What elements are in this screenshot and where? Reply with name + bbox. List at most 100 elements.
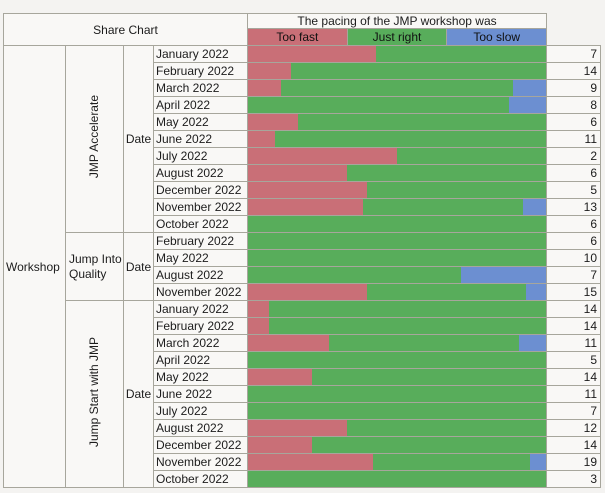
stacked-bar[interactable] (247, 402, 548, 420)
bar-segment-too-slow[interactable] (512, 80, 546, 96)
stacked-bar[interactable] (247, 436, 548, 454)
table-row: Jump Start with JMP Date January 2022 14 (4, 300, 602, 488)
bar-segment-too-slow[interactable] (526, 284, 546, 300)
bar-segment-just-right[interactable] (248, 250, 546, 266)
month-label: November 2022 (152, 198, 249, 216)
bar-segment-just-right[interactable] (275, 131, 546, 147)
bar-segment-too-slow[interactable] (518, 335, 546, 351)
stacked-bar[interactable] (247, 283, 548, 301)
bar-segment-too-fast[interactable] (248, 46, 376, 62)
stacked-bar[interactable] (247, 266, 548, 284)
bar-segment-too-fast[interactable] (248, 335, 330, 351)
stacked-bar[interactable] (247, 96, 548, 114)
stacked-bar[interactable] (247, 164, 548, 182)
workshop-name-label: Jump Into Quality (65, 232, 124, 301)
bar-segment-just-right[interactable] (248, 386, 546, 402)
stacked-bar[interactable] (247, 215, 548, 233)
bar-segment-too-fast[interactable] (248, 148, 398, 164)
stacked-bar[interactable] (247, 130, 548, 148)
table-row: Workshop JMP Accelerate Date January 2022 7 (3, 45, 602, 488)
bar-segment-too-slow[interactable] (530, 454, 546, 470)
stacked-bar[interactable] (247, 385, 548, 403)
month-label: March 2022 (152, 334, 249, 352)
month-label: June 2022 (152, 385, 249, 403)
bar-segment-just-right[interactable] (362, 199, 524, 215)
stacked-bar[interactable] (247, 300, 548, 318)
bar-segment-too-slow[interactable] (508, 97, 546, 113)
bar-segment-just-right[interactable] (311, 369, 546, 385)
bar-segment-too-fast[interactable] (248, 420, 348, 436)
bar-segment-just-right[interactable] (248, 471, 546, 487)
bar-segment-just-right[interactable] (248, 233, 546, 249)
legend-item-too-slow[interactable]: Too slow (446, 29, 546, 45)
bar-segment-too-fast[interactable] (248, 318, 270, 334)
month-label: February 2022 (152, 62, 249, 80)
bar-segment-too-fast[interactable] (248, 284, 368, 300)
stacked-bar[interactable] (247, 453, 548, 471)
bar-segment-just-right[interactable] (347, 165, 546, 181)
bar-segment-just-right[interactable] (367, 182, 546, 198)
month-label: April 2022 (152, 96, 249, 114)
stacked-bar[interactable] (247, 249, 548, 267)
bar-segment-too-fast[interactable] (248, 301, 270, 317)
workshop-name-label: Jump Start with JMP (65, 300, 124, 488)
bar-segment-too-fast[interactable] (248, 454, 374, 470)
bar-segment-just-right[interactable] (269, 301, 546, 317)
bar-segment-too-slow[interactable] (523, 199, 546, 215)
stacked-bar[interactable] (247, 113, 548, 131)
bar-segment-just-right[interactable] (311, 437, 546, 453)
bar-segment-too-fast[interactable] (248, 369, 312, 385)
bar-segment-just-right[interactable] (269, 318, 546, 334)
stacked-bar[interactable] (247, 198, 548, 216)
count-value: 13 (546, 198, 602, 216)
bar-segment-just-right[interactable] (281, 80, 513, 96)
bar-segment-too-fast[interactable] (248, 182, 368, 198)
count-value: 15 (546, 283, 602, 301)
bar-segment-too-fast[interactable] (248, 199, 363, 215)
stacked-bar[interactable] (247, 147, 548, 165)
bar-segment-just-right[interactable] (290, 63, 546, 79)
bar-segment-too-fast[interactable] (248, 114, 298, 130)
bar-segment-just-right[interactable] (297, 114, 546, 130)
bar-segment-just-right[interactable] (375, 46, 546, 62)
stacked-bar[interactable] (247, 317, 548, 335)
bar-segment-just-right[interactable] (248, 352, 546, 368)
stacked-bar[interactable] (247, 45, 548, 63)
month-label: April 2022 (152, 351, 249, 369)
bar-segment-just-right[interactable] (248, 216, 546, 232)
bar-segment-too-fast[interactable] (248, 63, 291, 79)
count-value: 11 (546, 385, 602, 403)
bar-segment-too-fast[interactable] (248, 131, 276, 147)
bar-segment-just-right[interactable] (248, 97, 509, 113)
bar-segment-too-fast[interactable] (248, 437, 312, 453)
date-axis-label: Date (123, 45, 154, 233)
bar-segment-just-right[interactable] (367, 284, 527, 300)
bar-segment-just-right[interactable] (248, 403, 546, 419)
stacked-bar[interactable] (247, 79, 548, 97)
legend-item-just-right[interactable]: Just right (346, 29, 447, 45)
bar-segment-too-slow[interactable] (460, 267, 546, 283)
stacked-bar[interactable] (247, 181, 548, 199)
bar-segment-just-right[interactable] (373, 454, 531, 470)
bar-segment-too-fast[interactable] (248, 80, 282, 96)
stacked-bar[interactable] (247, 351, 548, 369)
count-value: 12 (546, 419, 602, 437)
stacked-bar[interactable] (247, 334, 548, 352)
table-row: July 2022 7 (4, 402, 602, 420)
table-row: March 2022 11 (4, 334, 602, 352)
bar-segment-too-fast[interactable] (248, 165, 348, 181)
stacked-bar[interactable] (247, 470, 548, 488)
bar-segment-just-right[interactable] (329, 335, 519, 351)
table-row: May 2022 6 (4, 113, 602, 131)
month-label: December 2022 (152, 436, 249, 454)
stacked-bar[interactable] (247, 232, 548, 250)
count-value: 6 (546, 113, 602, 131)
legend-item-too-fast[interactable]: Too fast (248, 29, 347, 45)
stacked-bar[interactable] (247, 368, 548, 386)
stacked-bar[interactable] (247, 419, 548, 437)
stacked-bar[interactable] (247, 62, 548, 80)
bar-segment-just-right[interactable] (347, 420, 546, 436)
table-row: June 2022 11 (4, 130, 602, 148)
bar-segment-just-right[interactable] (397, 148, 546, 164)
bar-segment-just-right[interactable] (248, 267, 461, 283)
